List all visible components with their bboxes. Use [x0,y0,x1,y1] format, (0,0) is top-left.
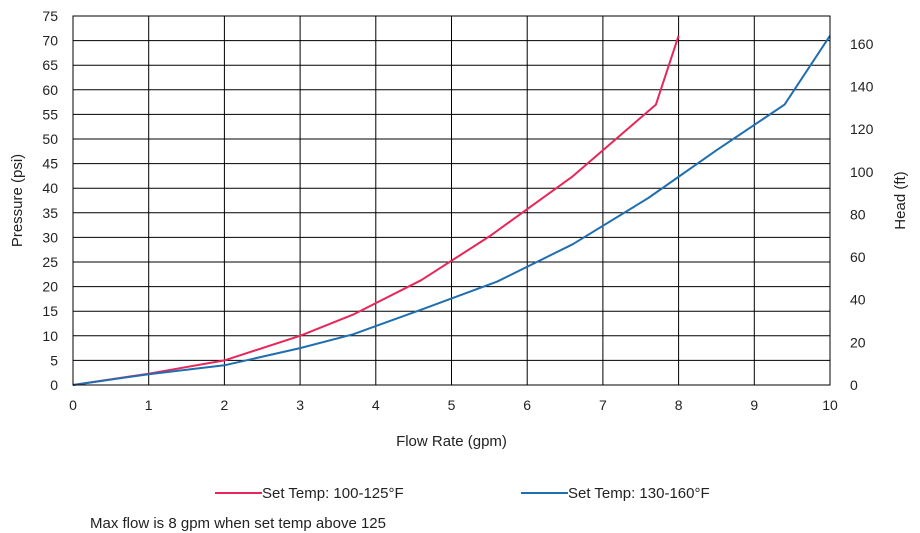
x-tick-label: 4 [372,397,380,413]
y2-axis-title: Head (ft) [892,171,909,229]
y2-axis-ticks: 0 20 40 60 80 100 120 140 160 [850,36,874,393]
y-tick-label: 75 [42,8,58,24]
x-tick-label: 9 [750,397,758,413]
y-tick-label: 20 [42,279,58,295]
y2-tick-label: 120 [850,121,874,137]
y2-tick-label: 140 [850,79,874,95]
y-axis-ticks: 0 5 10 15 20 25 30 35 40 45 50 55 60 65 70 75 [42,8,58,393]
x-tick-label: 2 [221,397,229,413]
y-tick-label: 5 [50,352,58,368]
data-series [72,35,831,386]
x-tick-label: 7 [599,397,607,413]
series-line-0 [72,35,680,386]
x-tick-label: 3 [296,397,304,413]
legend-label-set-temp-100-125: Set Temp: 100-125°F [262,485,404,502]
annotation-note: Max flow is 8 gpm when set temp above 12… [90,515,386,532]
x-tick-label: 5 [448,397,456,413]
x-tick-label: 0 [69,397,77,413]
plot-area [72,15,831,386]
x-tick-label: 10 [822,397,838,413]
y-tick-label: 70 [42,33,58,49]
y2-tick-label: 20 [850,334,866,350]
y-tick-label: 50 [42,131,58,147]
y2-tick-label: 60 [850,249,866,265]
y-tick-label: 45 [42,156,58,172]
y2-tick-label: 40 [850,292,866,308]
y2-tick-label: 100 [850,164,874,180]
legend: Set Temp: 100-125°F Set Temp: 130-160°F [215,485,710,502]
y-tick-label: 60 [42,82,58,98]
legend-label-set-temp-130-160: Set Temp: 130-160°F [568,485,710,502]
y2-tick-label: 80 [850,206,866,222]
y-tick-label: 0 [50,377,58,393]
y-tick-label: 65 [42,57,58,73]
y-tick-label: 15 [42,303,58,319]
y-tick-label: 35 [42,205,58,221]
y-tick-label: 55 [42,106,58,122]
y-tick-label: 25 [42,254,58,270]
x-axis-ticks: 0 1 2 3 4 5 6 7 8 9 10 [69,397,838,413]
x-tick-label: 6 [523,397,531,413]
y2-tick-label: 160 [850,36,874,52]
x-tick-label: 8 [675,397,683,413]
y-tick-label: 30 [42,229,58,245]
series-line-1 [72,35,831,386]
y-tick-label: 10 [42,328,58,344]
y-tick-label: 40 [42,180,58,196]
x-tick-label: 1 [145,397,153,413]
y2-tick-label: 0 [850,377,858,393]
y-axis-title: Pressure (psi) [9,154,26,247]
x-axis-title: Flow Rate (gpm) [396,433,507,450]
gridlines [72,15,831,386]
